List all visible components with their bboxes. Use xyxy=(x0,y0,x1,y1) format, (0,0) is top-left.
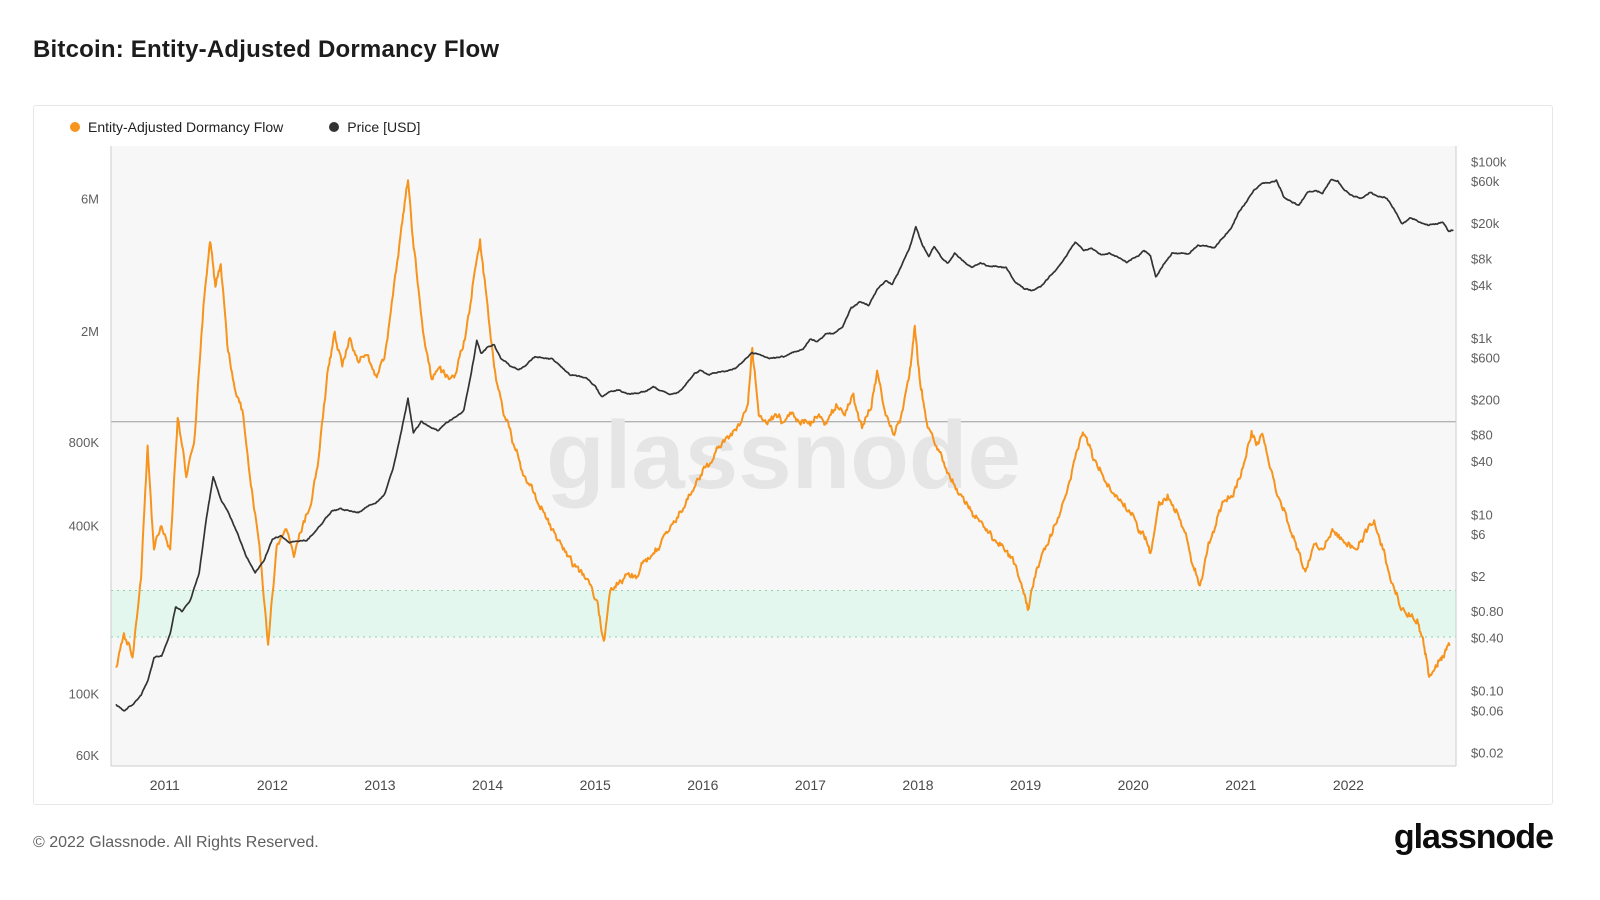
right-axis-tick-label: $80 xyxy=(1471,428,1493,443)
legend-label-price: Price [USD] xyxy=(347,119,421,135)
right-axis-tick-label: $200 xyxy=(1471,393,1500,408)
glassnode-watermark: glassnode xyxy=(546,402,1021,509)
x-axis-tick-label: 2020 xyxy=(1118,777,1149,793)
footer-copyright: © 2022 Glassnode. All Rights Reserved. xyxy=(33,834,319,851)
dormancy-flow-line xyxy=(115,179,1451,678)
legend-item-dormancy-flow[interactable]: Entity-Adjusted Dormancy Flow xyxy=(70,119,283,135)
right-axis-tick-label: $8k xyxy=(1471,251,1492,266)
legend-dot-price-icon xyxy=(329,122,340,132)
left-axis-tick-label: 6M xyxy=(81,191,99,206)
x-axis-tick-label: 2019 xyxy=(1010,777,1041,793)
right-axis-tick-label: $10 xyxy=(1471,507,1493,522)
buy-zone-band xyxy=(111,590,1456,637)
right-axis-tick-label: $40 xyxy=(1471,454,1493,469)
left-axis-tick-label: 60K xyxy=(76,748,99,763)
x-axis-tick-label: 2017 xyxy=(795,777,826,793)
chart-plot-area[interactable]: glassnode 6M 2M 800K 400K 100K 60K $100k $60k $20… xyxy=(34,106,1554,806)
right-axis-tick-label: $0.10 xyxy=(1471,684,1504,699)
chart-legend: Entity-Adjusted Dormancy Flow Price [USD… xyxy=(70,119,420,135)
right-axis-tick-label: $100k xyxy=(1471,155,1507,170)
right-axis-tick-label: $6 xyxy=(1471,527,1485,542)
right-axis-tick-label: $0.40 xyxy=(1471,631,1504,646)
x-axis-tick-label: 2018 xyxy=(902,777,933,793)
price-line xyxy=(115,178,1454,712)
right-axis-tick-label: $600 xyxy=(1471,351,1500,366)
plot-background xyxy=(111,146,1456,766)
right-axis-tick-label: $20k xyxy=(1471,216,1500,231)
glassnode-logo: glassnode xyxy=(1393,818,1554,856)
legend-item-price[interactable]: Price [USD] xyxy=(329,119,420,135)
chart-card: Entity-Adjusted Dormancy Flow Price [USD… xyxy=(33,105,1553,805)
right-axis-tick-label: $4k xyxy=(1471,278,1492,293)
left-axis-tick-label: 2M xyxy=(81,324,99,339)
x-axis-tick-label: 2012 xyxy=(257,777,288,793)
right-axis-tick-label: $0.80 xyxy=(1471,604,1504,619)
left-axis-tick-label: 100K xyxy=(69,686,100,701)
x-axis-tick-label: 2015 xyxy=(580,777,611,793)
right-axis-tick-label: $0.02 xyxy=(1471,745,1504,760)
right-axis-tick-label: $60k xyxy=(1471,174,1500,189)
page-title: Bitcoin: Entity-Adjusted Dormancy Flow xyxy=(33,36,500,63)
left-axis-tick-label: 400K xyxy=(69,519,100,534)
right-axis-tick-label: $1k xyxy=(1471,331,1492,346)
x-axis-tick-label: 2022 xyxy=(1333,777,1364,793)
x-axis-tick-label: 2021 xyxy=(1225,777,1256,793)
x-axis-tick-label: 2013 xyxy=(364,777,395,793)
x-axis-tick-label: 2016 xyxy=(687,777,718,793)
left-axis-tick-label: 800K xyxy=(69,435,100,450)
right-axis-tick-label: $2 xyxy=(1471,569,1485,584)
right-axis-tick-label: $0.06 xyxy=(1471,703,1504,718)
legend-label-dormancy: Entity-Adjusted Dormancy Flow xyxy=(88,119,284,135)
x-axis-tick-label: 2011 xyxy=(150,777,180,793)
legend-dot-dormancy-icon xyxy=(70,122,80,132)
x-axis-tick-label: 2014 xyxy=(472,777,503,793)
